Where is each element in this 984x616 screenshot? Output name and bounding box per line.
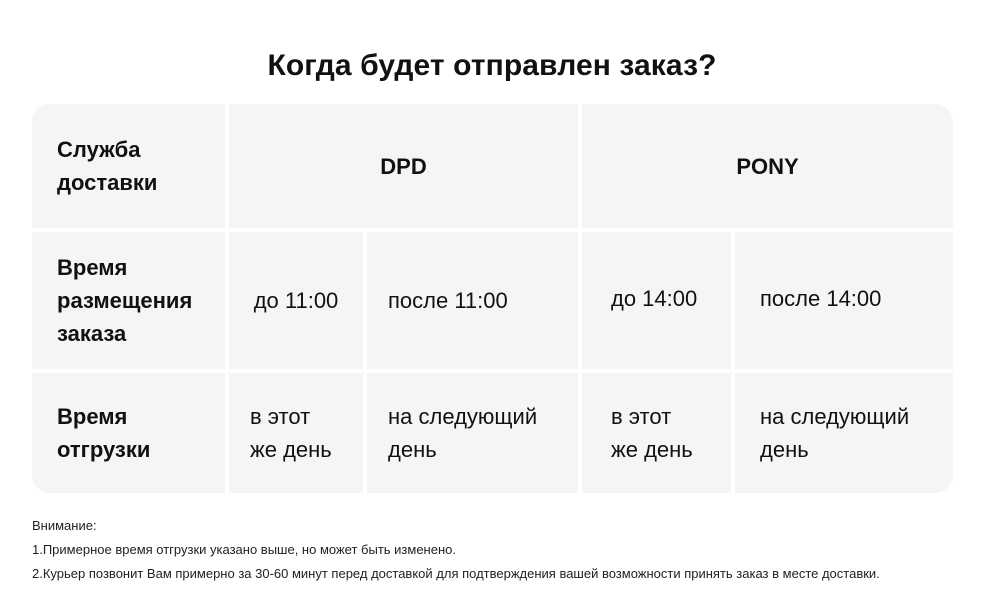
shipping-time-label: Время отгрузки xyxy=(57,404,151,462)
dpd-next-day-cell: на следующий день xyxy=(367,373,578,493)
dpd-next-day-value: на следующий день xyxy=(388,404,538,462)
order-time-label: Время размещения заказа xyxy=(57,255,193,346)
delivery-time-table: Служба доставки DPD PONY Время размещени… xyxy=(32,104,953,493)
notes-heading: Внимание: xyxy=(32,518,97,533)
dpd-after-11-value: после 11:00 xyxy=(388,288,508,313)
pony-service-label: PONY xyxy=(736,153,799,179)
pony-same-day-value: в этот же день xyxy=(611,404,693,462)
dpd-before-11-cell: до 11:00 xyxy=(229,232,363,369)
pony-after-14-value: после 14:00 xyxy=(760,285,882,311)
dpd-before-11-value: до 11:00 xyxy=(253,288,339,313)
note-item: 1.Примерное время отгрузки указано выше,… xyxy=(32,542,456,557)
dpd-service-header: DPD xyxy=(229,104,578,228)
notes-section: Внимание: 1.Примерное время отгрузки ука… xyxy=(32,514,962,586)
pony-same-day-cell: в этот же день xyxy=(582,373,731,493)
order-time-row-label: Время размещения заказа xyxy=(32,232,225,369)
pony-before-14-cell: до 14:00 xyxy=(582,232,731,369)
dpd-same-day-value: в этот же день xyxy=(250,404,332,462)
dpd-service-label: DPD xyxy=(380,153,427,179)
dpd-same-day-cell: в этот же день xyxy=(229,373,363,493)
note-item: 2.Курьер позвонит Вам примерно за 30-60 … xyxy=(32,566,880,581)
pony-before-14-value: до 14:00 xyxy=(611,285,698,311)
page-title: Когда будет отправлен заказ? xyxy=(267,49,717,82)
delivery-service-header: Служба доставки xyxy=(32,104,225,228)
pony-next-day-value: на следующий день xyxy=(760,404,910,462)
dpd-after-11-cell: после 11:00 xyxy=(367,232,578,369)
delivery-service-label: Служба доставки xyxy=(57,137,158,195)
pony-next-day-cell: на следующий день xyxy=(735,373,953,493)
pony-after-14-cell: после 14:00 xyxy=(735,232,953,369)
pony-service-header: PONY xyxy=(582,104,953,228)
shipping-time-row-label: Время отгрузки xyxy=(32,373,225,493)
